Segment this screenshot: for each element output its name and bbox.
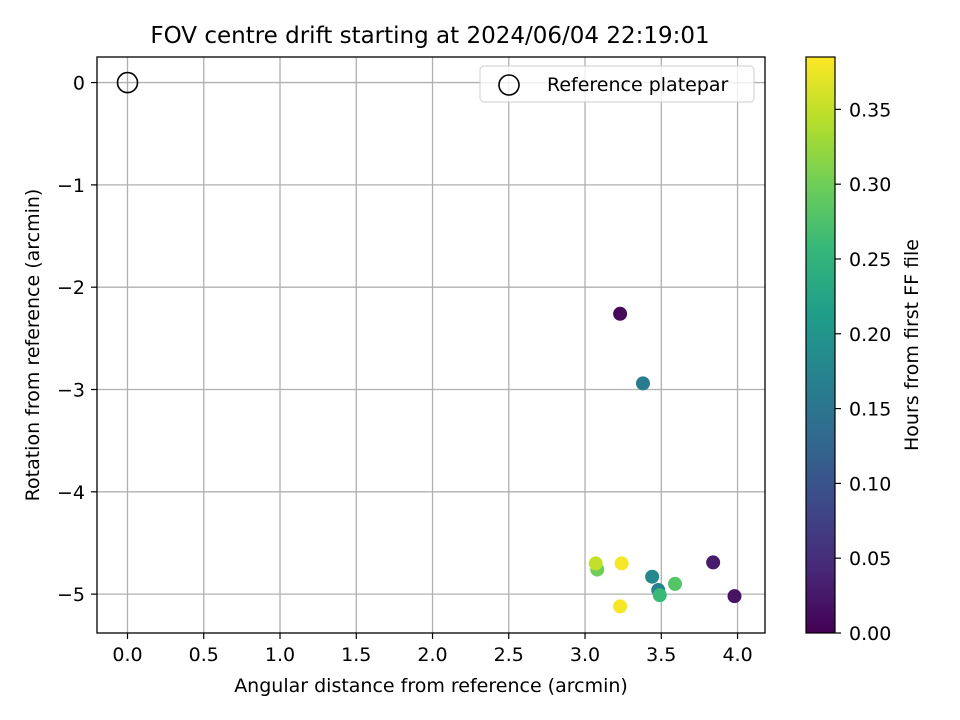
colorbar-ticks: 0.00 0.05 0.10 0.15 0.20 0.25 0.30 0.35 xyxy=(835,99,891,645)
legend-box xyxy=(479,65,755,103)
x-tick-label: 0.5 xyxy=(189,644,219,666)
scatter-point xyxy=(645,569,660,584)
colorbar-tick-label: 0.35 xyxy=(849,99,891,121)
x-tick-label: 4.0 xyxy=(722,644,752,666)
colorbar-tick-label: 0.30 xyxy=(849,174,891,196)
plot-frame xyxy=(96,56,766,634)
legend-marker xyxy=(498,74,520,96)
y-tick-label: −2 xyxy=(57,277,85,299)
y-axis-ticks: 0 −1 −2 −3 −4 −5 xyxy=(57,73,97,606)
colorbar-gradient xyxy=(805,56,836,634)
x-tick-label: 1.5 xyxy=(341,644,371,666)
x-tick-label: 3.5 xyxy=(646,644,676,666)
y-tick-label: −5 xyxy=(57,584,85,606)
y-tick-label: −3 xyxy=(57,380,85,402)
colorbar-tick-label: 0.00 xyxy=(849,623,891,645)
x-tick-label: 3.0 xyxy=(570,644,600,666)
scatter-point xyxy=(614,556,629,571)
y-axis-label: Rotation from reference (arcmin) xyxy=(22,189,44,502)
y-tick-label: 0 xyxy=(73,73,85,95)
y-tick-label: −1 xyxy=(57,175,85,197)
colorbar-tick-label: 0.25 xyxy=(849,249,891,271)
x-tick-label: 1.0 xyxy=(265,644,295,666)
scatter-point xyxy=(613,599,628,614)
colorbar-label: Hours from first FF file xyxy=(901,239,923,451)
colorbar-tick-label: 0.10 xyxy=(849,473,891,495)
colorbar-tick-label: 0.20 xyxy=(849,324,891,346)
y-tick-label: −4 xyxy=(57,482,85,504)
data-points xyxy=(116,71,742,614)
x-axis-ticks: 0.0 0.5 1.0 1.5 2.0 2.5 3.0 3.5 4.0 xyxy=(112,633,753,666)
grid xyxy=(97,57,765,633)
scatter-point xyxy=(588,556,603,571)
scatter-point xyxy=(652,588,667,603)
scatter-point xyxy=(613,306,628,321)
colorbar-tick-label: 0.15 xyxy=(849,399,891,421)
scatter-point xyxy=(727,589,742,604)
x-tick-label: 0.0 xyxy=(112,644,142,666)
scatter-point xyxy=(706,555,721,570)
reference-platepar-point xyxy=(116,71,139,94)
legend: Reference platepar xyxy=(479,65,755,103)
scatter-point xyxy=(635,376,650,391)
x-tick-label: 2.5 xyxy=(494,644,524,666)
x-tick-label: 2.0 xyxy=(417,644,447,666)
scatter-point xyxy=(668,576,683,591)
legend-label: Reference platepar xyxy=(547,74,729,96)
chart-title: FOV centre drift starting at 2024/06/04 … xyxy=(150,23,709,49)
colorbar: 0.00 0.05 0.10 0.15 0.20 0.25 0.30 0.35 Hours f… xyxy=(805,56,923,645)
colorbar-tick-label: 0.05 xyxy=(849,548,891,570)
x-axis-label: Angular distance from reference (arcmin) xyxy=(234,675,628,697)
